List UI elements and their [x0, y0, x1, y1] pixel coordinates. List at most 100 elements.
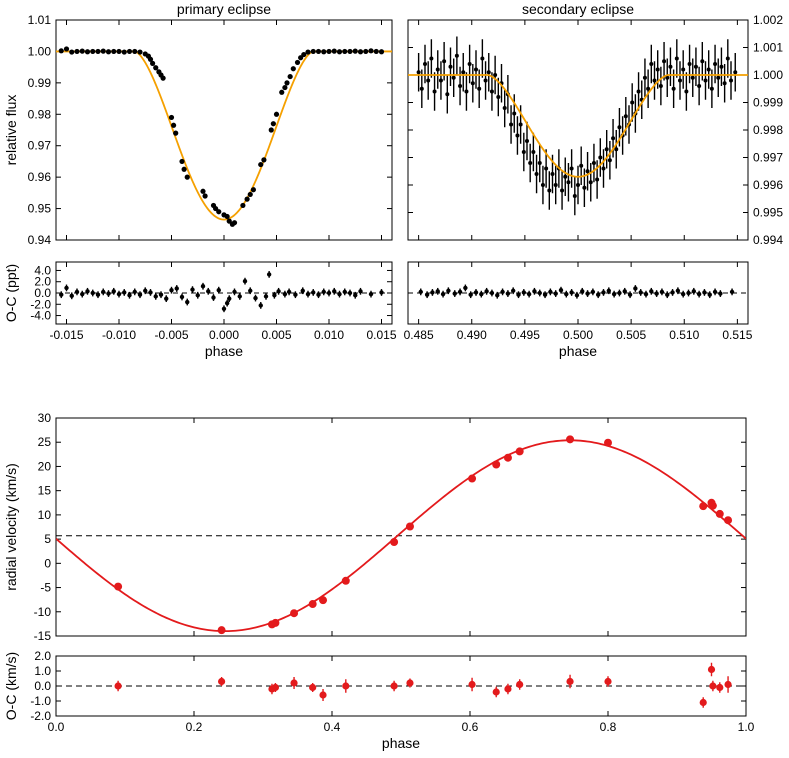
data-point	[681, 67, 686, 72]
data-point	[566, 180, 571, 185]
y-tick-label: 0.998	[753, 123, 783, 137]
data-point	[463, 285, 468, 291]
y-tick-label: 2.0	[34, 649, 51, 663]
data-point	[248, 288, 253, 293]
y-tick-label: 2.0	[34, 275, 51, 289]
data-point	[670, 290, 675, 295]
data-point	[576, 183, 580, 187]
data-point	[659, 289, 665, 295]
data-point	[435, 289, 440, 294]
y-tick-label: -2.0	[30, 297, 51, 311]
data-point	[678, 78, 682, 83]
data-point	[614, 147, 619, 152]
data-point	[440, 291, 446, 297]
data-point	[271, 618, 280, 627]
data-point	[686, 290, 691, 296]
y-tick-label: 0.95	[28, 202, 52, 216]
data-point	[237, 294, 242, 299]
data-point	[451, 75, 456, 80]
plot-area	[408, 284, 748, 299]
data-point	[423, 62, 427, 66]
data-point	[684, 89, 689, 94]
data-point	[500, 289, 505, 295]
data-point	[122, 290, 127, 295]
data-point	[496, 95, 501, 99]
data-point	[319, 691, 327, 699]
data-point	[566, 435, 575, 444]
data-point	[111, 48, 117, 55]
data-point	[390, 682, 398, 690]
data-point	[326, 48, 332, 55]
data-point	[585, 169, 590, 174]
data-point	[724, 680, 732, 689]
data-point	[646, 86, 651, 91]
data-point	[442, 59, 447, 64]
panel-radial-velocity: -15 -10 -5 0 5 10 15 20 25 30 radial velocity (km/…	[3, 411, 747, 643]
data-point	[654, 291, 659, 296]
model-curve	[56, 439, 746, 633]
data-point	[572, 194, 577, 198]
x-tick-label: 0.0	[48, 720, 65, 734]
data-point	[85, 289, 90, 294]
y-tick-label: 0.94	[28, 233, 52, 247]
plot-area	[56, 46, 392, 227]
data-point	[540, 183, 545, 187]
data-point	[569, 290, 574, 295]
data-point	[261, 157, 267, 163]
data-point	[416, 70, 421, 75]
data-point	[674, 56, 679, 61]
data-point	[58, 48, 64, 54]
data-point	[126, 48, 133, 55]
data-point	[160, 75, 166, 81]
y-tick-label: 1.0	[34, 664, 51, 678]
data-point	[550, 172, 555, 176]
data-point	[305, 49, 311, 55]
data-point	[69, 49, 75, 55]
y-tick-label: 0.994	[753, 233, 783, 247]
data-point	[579, 163, 584, 168]
data-point	[643, 291, 649, 297]
data-point	[418, 289, 423, 295]
data-point	[190, 287, 195, 292]
data-point	[347, 290, 353, 296]
data-point	[515, 447, 524, 456]
y-tick-label: 4.0	[34, 263, 51, 277]
data-point	[309, 683, 317, 692]
data-point	[168, 114, 175, 121]
data-point	[528, 161, 533, 165]
data-point	[227, 296, 232, 301]
data-point	[604, 147, 609, 152]
data-point	[724, 516, 733, 525]
data-point	[95, 48, 101, 55]
plot-frame	[55, 417, 747, 637]
data-point	[100, 48, 106, 54]
data-point	[357, 49, 364, 55]
data-point	[595, 177, 600, 182]
plot-area	[408, 36, 748, 216]
data-point	[368, 48, 374, 54]
data-point	[305, 291, 311, 297]
data-point	[715, 509, 724, 518]
data-point	[406, 679, 414, 687]
data-point	[272, 293, 277, 298]
data-point	[213, 205, 219, 212]
data-point	[702, 290, 707, 295]
data-point	[468, 680, 476, 689]
data-point	[216, 209, 222, 215]
data-point	[699, 698, 707, 707]
data-point	[74, 289, 80, 295]
data-point	[200, 188, 206, 194]
data-point	[569, 166, 574, 171]
data-point	[708, 501, 717, 510]
data-point	[588, 180, 593, 185]
data-point	[319, 596, 328, 605]
data-point	[668, 64, 673, 69]
data-point	[607, 158, 612, 163]
data-point	[709, 682, 717, 690]
y-tick-label: 0	[44, 556, 51, 570]
data-point	[221, 306, 227, 311]
data-point	[368, 291, 374, 297]
data-point	[693, 64, 698, 69]
data-point	[733, 70, 738, 75]
data-point	[652, 78, 657, 83]
